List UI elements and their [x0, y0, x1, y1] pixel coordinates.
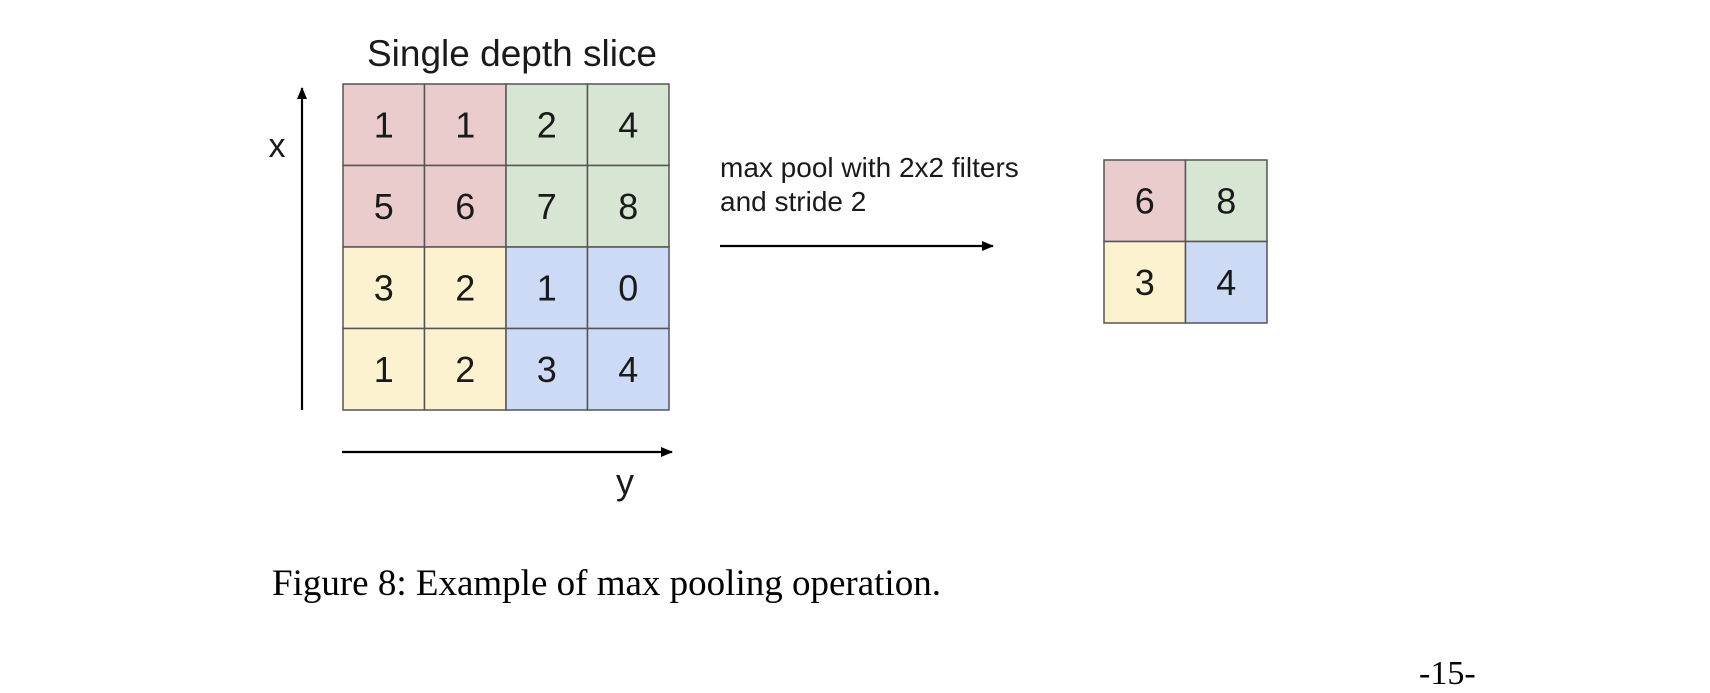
output-grid-cell	[1184, 240, 1268, 324]
y-axis-label: y	[616, 461, 634, 502]
input-grid-cell-value: 1	[455, 105, 475, 146]
operation-label-line2: and stride 2	[720, 186, 866, 217]
input-grid-cell	[586, 164, 670, 248]
operation-label-line1: max pool with 2x2 filters	[720, 152, 1019, 183]
output-grid-cell-value: 4	[1216, 262, 1236, 303]
figure-caption: Figure 8: Example of max pooling operati…	[272, 563, 941, 604]
output-grid-cell-value: 3	[1135, 262, 1155, 303]
output-grid-cell-value: 6	[1135, 181, 1155, 222]
input-grid-title: Single depth slice	[367, 33, 657, 74]
input-grid-cell-value: 2	[455, 349, 475, 390]
max-pooling-diagram: Single depth slice x 1 1 2 45 6 7 83 2 1 01 2 3 4 y …	[269, 33, 1268, 502]
x-axis-label: x	[269, 127, 286, 165]
input-grid-cell-value: 2	[537, 105, 557, 146]
input-grid-cell-value: 6	[455, 186, 475, 227]
output-grid-cell	[1184, 159, 1268, 243]
input-grid-cell	[423, 246, 507, 330]
input-grid-cell-value: 0	[618, 268, 638, 309]
input-grid-cell-value: 8	[618, 186, 638, 227]
output-grid: 6 8 3 4	[1103, 159, 1268, 324]
input-grid-cell-value: 3	[374, 268, 394, 309]
input-grid-cell-value: 1	[374, 105, 394, 146]
input-grid-cell	[423, 83, 507, 167]
input-grid-cell	[505, 327, 589, 411]
input-grid-cell	[342, 327, 426, 411]
input-grid-cell	[342, 246, 426, 330]
input-grid-cell	[505, 246, 589, 330]
input-grid-cell	[423, 327, 507, 411]
input-grid-cell-value: 4	[618, 349, 638, 390]
input-grid-cell-value: 5	[374, 186, 394, 227]
input-grid-cell-value: 4	[618, 105, 638, 146]
input-grid-cell-value: 3	[537, 349, 557, 390]
output-grid-cell	[1103, 159, 1187, 243]
input-grid-cell	[586, 246, 670, 330]
input-grid-cell-value: 1	[374, 349, 394, 390]
page-number: -15-	[1419, 655, 1476, 692]
input-grid-cell	[586, 327, 670, 411]
input-grid-cell	[423, 164, 507, 248]
input-grid-cell	[586, 83, 670, 167]
input-grid: 1 1 2 4 5 6 7 8 3 2 1 0 1 2 3 4	[342, 83, 670, 411]
input-grid-cell-value: 2	[455, 268, 475, 309]
input-grid-cell-value: 7	[537, 186, 557, 227]
input-grid-cell-value: 1	[537, 268, 557, 309]
output-grid-cell-value: 8	[1216, 181, 1236, 222]
output-grid-cell	[1103, 240, 1187, 324]
